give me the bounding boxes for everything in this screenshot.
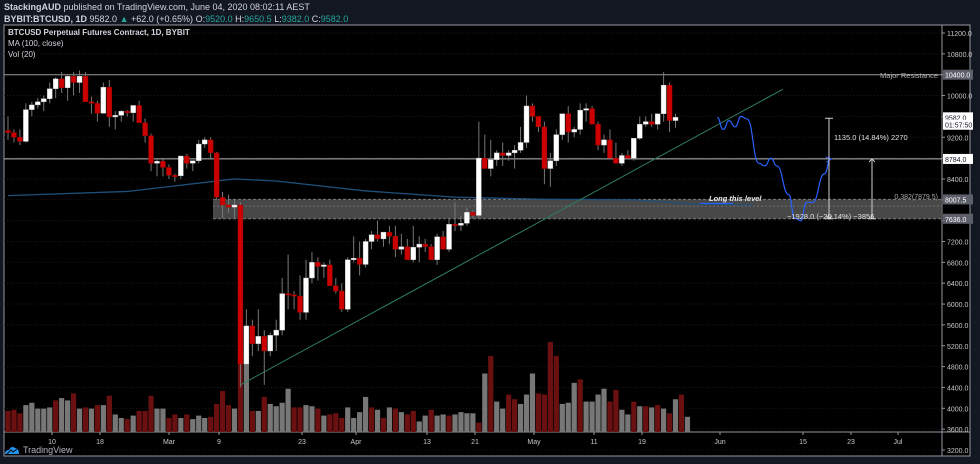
time-tick: 9 xyxy=(217,439,221,446)
time-tick: 23 xyxy=(847,439,855,446)
price-axis-label xyxy=(943,112,973,123)
tradingview-brand[interactable]: TradingView xyxy=(4,445,73,455)
long-zone[interactable] xyxy=(213,199,942,219)
price-tick: 7200.0 xyxy=(947,240,969,247)
legend-ma[interactable]: MA (100, close) xyxy=(8,39,64,48)
tradingview-logo-icon xyxy=(5,446,19,455)
price-axis-label xyxy=(943,194,973,205)
low-label: L: xyxy=(274,14,282,24)
ma-line[interactable] xyxy=(7,178,754,206)
price-tick: 4400.0 xyxy=(947,385,969,392)
time-tick: 15 xyxy=(799,439,807,446)
price-tick: 4800.0 xyxy=(947,365,969,372)
price-axis[interactable] xyxy=(942,32,945,451)
price-axis-label xyxy=(943,119,973,130)
time-tick: 13 xyxy=(423,439,431,446)
candles xyxy=(5,70,679,388)
time-tick: 21 xyxy=(471,439,479,446)
time-tick: 23 xyxy=(298,439,306,446)
price-tick: 6800.0 xyxy=(947,260,969,267)
price-tick: 6400.0 xyxy=(947,281,969,288)
time-tick: May xyxy=(527,439,541,446)
price-tick: 6000.0 xyxy=(947,302,969,309)
up-arrow-icon: ▲ xyxy=(119,14,129,24)
price-tick: 5200.0 xyxy=(947,344,969,351)
price-axis-label xyxy=(943,153,973,164)
low-value: 9382.0 xyxy=(281,14,310,24)
svg-text:10400.0: 10400.0 xyxy=(945,73,970,80)
svg-text:8007.5: 8007.5 xyxy=(945,197,967,204)
open-value: 9520.0 xyxy=(205,14,233,24)
time-tick: Jun xyxy=(714,439,725,446)
last-price: 9582.0 xyxy=(89,14,118,24)
time-tick: 19 xyxy=(638,439,646,446)
fib-label: 0.382(7879.5) xyxy=(894,194,938,201)
svg-text:7636.0: 7636.0 xyxy=(945,217,967,224)
time-tick: 18 xyxy=(96,439,104,446)
time-tick: Apr xyxy=(351,439,363,446)
long-level-label: Long this level xyxy=(709,194,762,203)
measure-down-label: −1928.0 (−20.14%) −3856 xyxy=(787,212,874,221)
symbol-label: BYBIT:BTCUSD, 1D xyxy=(4,14,88,24)
price-tick: 8400.0 xyxy=(947,177,969,184)
open-label: O: xyxy=(195,14,206,24)
svg-text:9582.0: 9582.0 xyxy=(945,115,967,122)
close-label: C: xyxy=(311,14,321,24)
time-tick: 10 xyxy=(48,439,56,446)
price-tick: 3200.0 xyxy=(947,448,969,455)
projection-path[interactable] xyxy=(716,115,831,222)
publish-info: StackingAUD published on TradingView.com… xyxy=(4,2,310,12)
chart-legend: BTCUSD Perpetual Futures Contract, 1D, B… xyxy=(8,27,190,60)
time-tick: Mar xyxy=(163,439,176,446)
price-tick: 10000.0 xyxy=(947,94,972,101)
time-tick: Jul xyxy=(894,439,903,446)
price-axis-label xyxy=(943,69,973,80)
price-tick: 4000.0 xyxy=(947,406,969,413)
legend-volume[interactable]: Vol (20) xyxy=(8,50,36,59)
time-tick: 11 xyxy=(590,439,597,446)
price-change: +62.0 (+0.65%) xyxy=(131,14,194,24)
svg-text:8784.0: 8784.0 xyxy=(945,157,967,164)
symbol-info: BYBIT:BTCUSD, 1D 9582.0 ▲ +62.0 (+0.65%)… xyxy=(4,14,348,24)
price-tick: 11200.0 xyxy=(947,31,972,38)
high-value: 9650.5 xyxy=(244,14,272,24)
tradingview-label: TradingView xyxy=(23,445,73,455)
publish-text: published on TradingView.com, June 04, 2… xyxy=(63,2,310,12)
author-name[interactable]: StackingAUD xyxy=(4,2,62,12)
major-resistance-label: Major Resistance xyxy=(880,71,938,80)
price-tick: 5600.0 xyxy=(947,323,969,330)
trendline[interactable] xyxy=(240,88,784,386)
legend-title: BTCUSD Perpetual Futures Contract, 1D, B… xyxy=(8,28,190,37)
price-tick: 10800.0 xyxy=(947,52,972,59)
volume-bars xyxy=(5,338,691,432)
price-tick: 9200.0 xyxy=(947,135,969,142)
high-label: H: xyxy=(235,14,245,24)
measure-up-label: 1135.0 (14.84%) 2270 xyxy=(834,133,908,142)
svg-text:01:57:50: 01:57:50 xyxy=(945,123,972,130)
price-tick: 3600.0 xyxy=(947,427,969,434)
price-axis-label xyxy=(943,213,973,224)
close-value: 9582.0 xyxy=(320,14,349,24)
